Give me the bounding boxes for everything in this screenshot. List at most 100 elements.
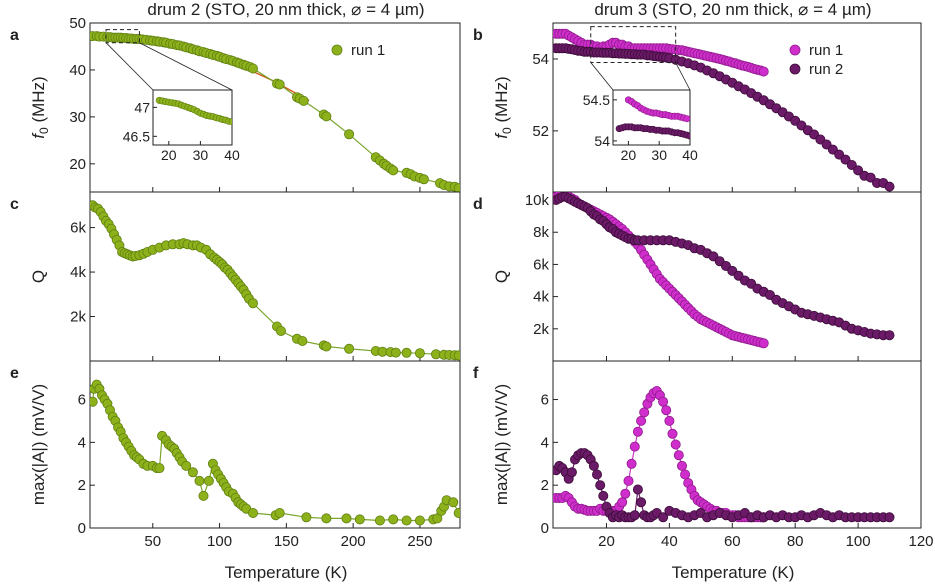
series-2-point [629,510,640,521]
panel-letter-a: a [10,27,19,44]
inset-x-tick-label: 20 [161,147,177,163]
y-label-symbol: f [29,132,48,139]
inset-x-tick-label: 40 [682,147,698,163]
series-2-point [884,512,895,523]
series-1-point [274,507,285,518]
y-tick-label: 54 [532,51,549,68]
x-tick-label: 50 [144,533,161,550]
inset-data [615,96,690,140]
series-1-point [661,405,672,416]
legend-marker [789,63,801,75]
series-1-point [623,475,634,486]
panel-f: f 0 2 4 6 20 40 60 80 100 120 max(|A|) (mV/V) [473,360,934,550]
series-1-point [187,467,198,478]
series-1-point [354,514,365,525]
series-1-line [92,204,459,356]
series-1-point [274,79,285,90]
y-tick-label: 0 [78,520,86,537]
series-1-point [198,490,209,501]
series-1-point [374,515,385,526]
series-1-point [401,515,412,526]
series-2-point [658,512,669,523]
panel-d: d 2k 4k 6k 8k 10k Q [473,191,922,362]
series-2-point [636,497,647,508]
panel-c-data [90,200,460,361]
series-1-point [390,347,401,358]
series-1-point [247,507,258,518]
series-1-point [181,460,192,471]
zoom-box [590,26,677,64]
series-1-line [92,383,460,522]
series-1-point [203,475,214,486]
inset-y-tick-label: 46.5 [123,128,150,144]
inset-x-tick-label: 40 [224,147,240,163]
y-axis-label-b: f0 (MHz) [492,76,514,138]
series-1-point [418,174,429,185]
series-1-point [388,165,399,176]
series-1-point [321,111,332,122]
series-1-point [626,458,637,469]
y-label-subscript: 0 [37,127,51,134]
x-tick-label: 40 [661,533,678,550]
column-title-right: drum 3 (STO, 20 nm thick, ⌀ = 4 µm) [594,0,871,19]
series-1-point [247,298,258,309]
panel-b-data [553,28,895,192]
y-tick-label: 10k [525,192,550,209]
panel-f-data [553,385,895,523]
y-axis-label-d: Q [492,270,511,283]
series-1-point [275,325,286,336]
inset-a: 20 30 40 46.5 47 [123,89,240,163]
y-label-unit: (MHz) [29,76,48,127]
y-tick-label: 8k [533,224,549,241]
y-axis-label-f: max(|A|) (mV/V) [492,384,511,505]
series-2-point [595,480,606,491]
series-1-point [617,497,628,508]
series-1-point [453,350,460,361]
x-tick-label: 20 [598,533,615,550]
panel-e-data [90,379,460,526]
series-1-point [636,415,647,426]
legend-label: run 1 [351,42,385,59]
series-2-point [592,469,603,480]
y-tick-label: 6 [541,392,549,409]
series-1-point [453,508,460,518]
x-tick-label: 150 [274,533,299,550]
series-1-point [344,343,355,354]
series-1-point [194,475,205,486]
zoom-box [105,29,140,44]
series-1-point [639,407,650,418]
y-tick-label: 4 [78,434,86,451]
inset-point [683,115,690,123]
x-tick-label: 80 [787,533,804,550]
series-1-point [680,469,691,480]
y-axis-label-c: Q [29,270,48,283]
y-label-symbol: f [492,132,511,139]
series-1-point [401,347,412,358]
y-tick-label: 20 [69,156,86,173]
x-tick-label: 100 [207,533,232,550]
y-tick-label: 2k [533,321,549,338]
series-2-point [588,460,599,471]
y-tick-label: 0 [541,520,549,537]
series-2-point [598,490,609,501]
y-axis-label-e: max(|A|) (mV/V) [29,384,48,505]
y-tick-label: 2k [70,309,86,326]
series-2-point [566,467,577,478]
y-tick-label: 4k [533,289,549,306]
inset-point [228,118,232,126]
inset-x-tick-label: 30 [651,147,667,163]
series-1-point [620,488,631,499]
series-1-point [414,515,425,526]
y-tick-label: 4k [70,264,86,281]
column-title-left: drum 2 (STO, 20 nm thick, ⌀ = 4 µm) [147,0,424,19]
legend-marker [331,44,343,56]
x-tick-label: 100 [846,533,871,550]
legend-label: run 1 [809,42,843,59]
x-tick-label: 120 [908,533,933,550]
y-tick-label: 52 [532,123,549,140]
series-1-point [414,348,425,359]
series-1-point [90,396,98,407]
legend-marker [789,44,801,56]
